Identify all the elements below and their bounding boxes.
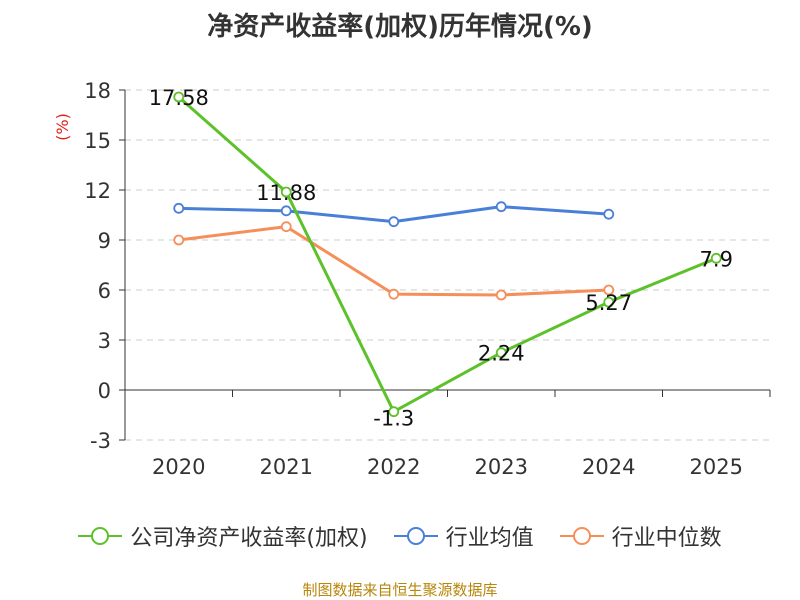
series-layer: [173, 91, 722, 418]
x-tick-label: 2020: [152, 455, 205, 479]
data-label: 7.9: [700, 247, 733, 271]
legend-label: 行业均值: [445, 526, 534, 551]
data-label: 11.88: [256, 181, 316, 205]
y-tick-label: -3: [90, 429, 111, 453]
data-point: [280, 186, 292, 198]
x-tick-label: 2022: [367, 455, 420, 479]
data-point: [710, 252, 722, 264]
legend: 公司净资产收益率(加权) 行业均值 行业中位数: [0, 520, 800, 552]
y-tick-label: 3: [98, 329, 111, 353]
y-tick-label: 15: [84, 129, 111, 153]
data-point: [173, 234, 185, 246]
legend-label: 行业中位数: [611, 526, 722, 551]
data-point: [388, 288, 400, 300]
legend-item-company-roe[interactable]: 公司净资产收益率(加权): [78, 520, 368, 552]
data-point: [280, 205, 292, 217]
data-label: 5.27: [585, 291, 632, 315]
data-point: [388, 216, 400, 228]
y-tick-label: 12: [84, 179, 111, 203]
x-tick-label: 2024: [582, 455, 635, 479]
legend-item-industry-mean[interactable]: 行业均值: [393, 520, 534, 552]
legend-label: 公司净资产收益率(加权): [130, 526, 368, 551]
legend-line-marker-icon: [559, 527, 604, 545]
data-point: [280, 221, 292, 233]
y-tick-label: 18: [84, 79, 111, 103]
legend-line-marker-icon: [78, 527, 123, 545]
legend-line-marker-icon: [393, 527, 438, 545]
data-label: 2.24: [478, 342, 525, 366]
data-label: -1.3: [373, 407, 414, 431]
data-point: [173, 91, 185, 103]
data-point: [173, 202, 185, 214]
data-point: [388, 406, 400, 418]
x-tick-label: 2021: [260, 455, 313, 479]
data-point: [603, 284, 615, 296]
y-axis-label: (%): [53, 113, 72, 141]
x-tick-label: 2023: [475, 455, 528, 479]
series-line: [178, 225, 609, 297]
axis-layer: -3 0 3 6 9 12 15 18 2020 2021 2022 2023 2024 2025: [84, 79, 771, 479]
data-label: 17.58: [149, 86, 209, 110]
source-note: 制图数据来自恒生聚源数据库: [302, 581, 498, 599]
chart-title: 净资产收益率(加权)历年情况(%): [207, 12, 593, 42]
y-tick-label: 6: [98, 279, 111, 303]
data-point: [495, 289, 507, 301]
data-point: [495, 347, 507, 359]
data-point: [495, 201, 507, 213]
data-point: [603, 296, 615, 308]
legend-item-industry-median[interactable]: 行业中位数: [559, 520, 722, 552]
series-line: [177, 95, 717, 414]
label-layer: 17.58 11.88 -1.3 2.24 5.27 7.9: [149, 86, 733, 431]
y-tick-label: 9: [98, 229, 111, 253]
x-tick-label: 2025: [690, 455, 743, 479]
data-point: [603, 208, 615, 220]
grid-layer: [125, 89, 770, 441]
y-tick-label: 0: [98, 379, 111, 403]
